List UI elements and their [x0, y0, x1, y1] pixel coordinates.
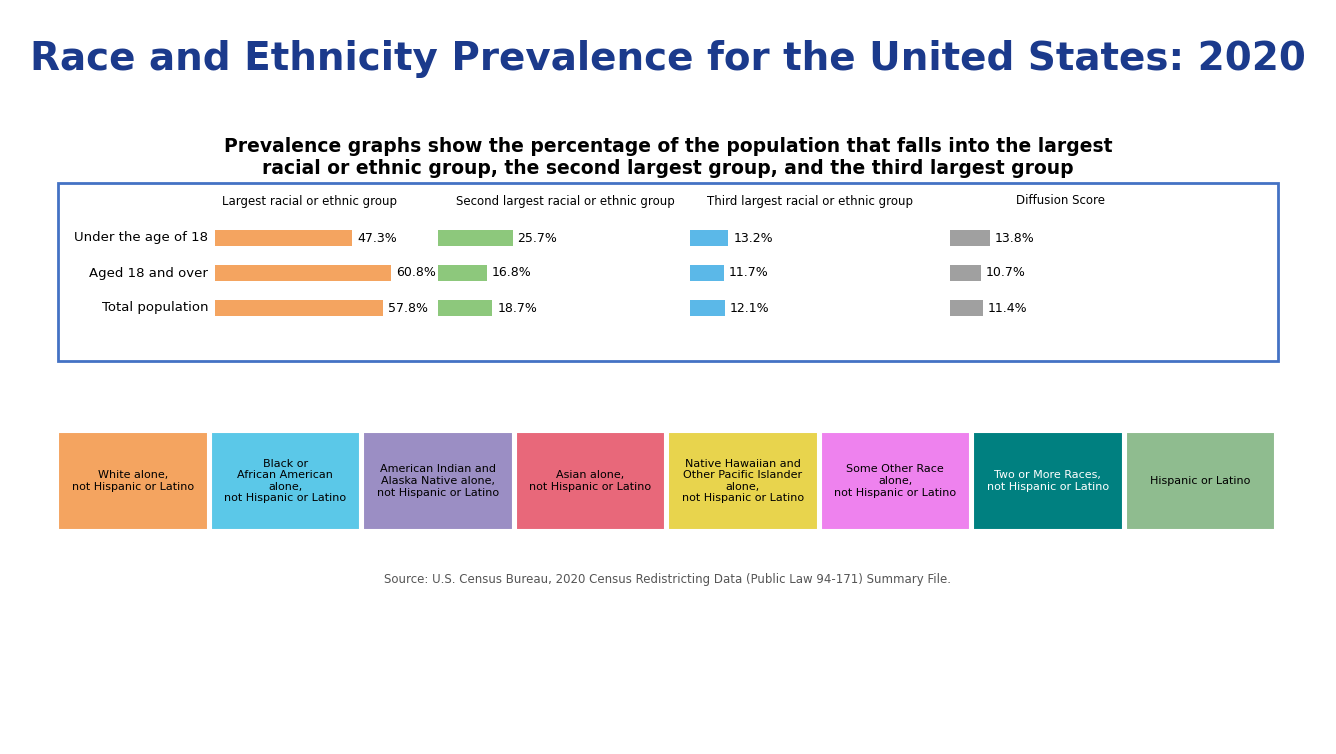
Text: 11.7%: 11.7% — [729, 266, 768, 280]
Text: Total population: Total population — [102, 302, 208, 314]
Text: 47.3%: 47.3% — [357, 231, 397, 244]
Text: Prevalence graphs show the percentage of the population that falls into the larg: Prevalence graphs show the percentage of… — [223, 136, 1113, 155]
Bar — [438, 300, 492, 316]
Text: Black or
African American
alone,
not Hispanic or Latino: Black or African American alone, not His… — [224, 458, 346, 504]
Bar — [689, 300, 725, 316]
Bar — [438, 230, 513, 246]
Bar — [211, 432, 359, 530]
Text: 12.1%: 12.1% — [729, 302, 770, 314]
Text: 13.2%: 13.2% — [733, 231, 774, 244]
Bar — [57, 183, 1279, 361]
Text: Native Hawaiian and
Other Pacific Islander
alone,
not Hispanic or Latino: Native Hawaiian and Other Pacific Island… — [681, 458, 804, 504]
Text: 18.7%: 18.7% — [497, 302, 537, 314]
Bar — [438, 265, 486, 281]
Bar — [1125, 432, 1275, 530]
Text: Aged 18 and over: Aged 18 and over — [90, 266, 208, 280]
Text: Hispanic or Latino: Hispanic or Latino — [1150, 476, 1250, 486]
Text: 60.8%: 60.8% — [397, 266, 436, 280]
Bar — [215, 230, 353, 246]
Text: 16.8%: 16.8% — [492, 266, 532, 280]
Text: 13.8%: 13.8% — [995, 231, 1035, 244]
Bar — [689, 230, 728, 246]
Text: Two or More Races,
not Hispanic or Latino: Two or More Races, not Hispanic or Latin… — [987, 470, 1109, 492]
Bar — [973, 432, 1122, 530]
Text: Under the age of 18: Under the age of 18 — [73, 231, 208, 244]
Bar — [57, 432, 207, 530]
Bar — [689, 265, 724, 281]
Bar — [215, 300, 382, 316]
Bar — [820, 432, 970, 530]
Bar — [950, 230, 990, 246]
Text: Largest racial or ethnic group: Largest racial or ethnic group — [223, 195, 398, 207]
Text: White alone,
not Hispanic or Latino: White alone, not Hispanic or Latino — [72, 470, 194, 492]
Text: Second largest racial or ethnic group: Second largest racial or ethnic group — [456, 195, 675, 207]
Text: racial or ethnic group, the second largest group, and the third largest group: racial or ethnic group, the second large… — [262, 160, 1074, 179]
Bar — [363, 432, 513, 530]
Text: Race and Ethnicity Prevalence for the United States: 2020: Race and Ethnicity Prevalence for the Un… — [31, 40, 1305, 78]
Text: Third largest racial or ethnic group: Third largest racial or ethnic group — [707, 195, 912, 207]
Text: Some Other Race
alone,
not Hispanic or Latino: Some Other Race alone, not Hispanic or L… — [834, 464, 957, 498]
Text: 25.7%: 25.7% — [517, 231, 557, 244]
Bar — [950, 265, 981, 281]
Text: Asian alone,
not Hispanic or Latino: Asian alone, not Hispanic or Latino — [529, 470, 652, 492]
Bar — [516, 432, 665, 530]
Bar — [950, 300, 983, 316]
Text: Source: U.S. Census Bureau, 2020 Census Redistricting Data (Public Law 94-171) S: Source: U.S. Census Bureau, 2020 Census … — [385, 572, 951, 586]
Text: Diffusion Score: Diffusion Score — [1015, 195, 1105, 207]
Bar — [215, 265, 391, 281]
Text: 11.4%: 11.4% — [989, 302, 1027, 314]
Text: American Indian and
Alaska Native alone,
not Hispanic or Latino: American Indian and Alaska Native alone,… — [377, 464, 498, 498]
Text: 57.8%: 57.8% — [387, 302, 428, 314]
Text: 10.7%: 10.7% — [986, 266, 1026, 280]
Bar — [668, 432, 818, 530]
